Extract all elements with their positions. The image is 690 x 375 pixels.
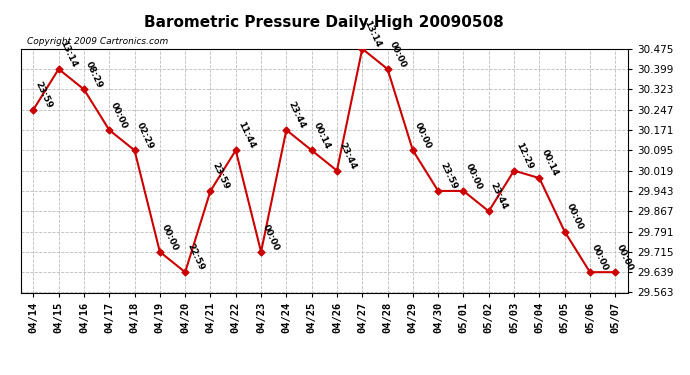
Text: 00:14: 00:14 [312, 121, 332, 150]
Text: 08:29: 08:29 [84, 60, 104, 89]
Point [179, 269, 190, 275]
Text: 22:59: 22:59 [185, 242, 206, 272]
Point [407, 147, 418, 153]
Text: 11:44: 11:44 [236, 120, 256, 150]
Point [534, 175, 545, 181]
Point [155, 249, 166, 255]
Point [255, 249, 266, 255]
Point [104, 127, 115, 133]
Point [584, 269, 595, 275]
Text: 00:00: 00:00 [464, 162, 484, 191]
Point [382, 66, 393, 72]
Text: 23:44: 23:44 [489, 181, 509, 211]
Point [357, 46, 368, 52]
Text: 23:44: 23:44 [337, 141, 357, 171]
Text: Copyright 2009 Cartronics.com: Copyright 2009 Cartronics.com [27, 38, 168, 46]
Text: 23:44: 23:44 [286, 100, 307, 130]
Point [306, 147, 317, 153]
Point [281, 127, 292, 133]
Point [610, 269, 621, 275]
Text: 02:29: 02:29 [135, 121, 155, 150]
Point [205, 188, 216, 194]
Text: 00:00: 00:00 [615, 243, 635, 272]
Text: 00:00: 00:00 [109, 101, 129, 130]
Point [53, 66, 64, 72]
Text: 00:00: 00:00 [564, 202, 584, 231]
Text: 12:29: 12:29 [514, 141, 534, 171]
Point [28, 106, 39, 112]
Text: 00:00: 00:00 [160, 223, 180, 252]
Point [79, 86, 90, 92]
Text: 00:00: 00:00 [261, 223, 281, 252]
Text: Barometric Pressure Daily High 20090508: Barometric Pressure Daily High 20090508 [144, 15, 504, 30]
Text: 13:14: 13:14 [59, 39, 79, 69]
Point [230, 147, 241, 153]
Text: 00:00: 00:00 [413, 121, 433, 150]
Text: 23:59: 23:59 [438, 161, 458, 191]
Point [433, 188, 444, 194]
Point [559, 228, 570, 235]
Point [331, 168, 342, 174]
Point [129, 147, 140, 153]
Text: 13:14: 13:14 [362, 19, 382, 49]
Point [509, 168, 520, 174]
Text: 23:59: 23:59 [210, 161, 230, 191]
Point [483, 208, 494, 214]
Text: 00:00: 00:00 [590, 243, 610, 272]
Text: 00:00: 00:00 [388, 40, 408, 69]
Text: 00:14: 00:14 [540, 148, 560, 178]
Text: 23:59: 23:59 [33, 80, 54, 110]
Point [458, 188, 469, 194]
